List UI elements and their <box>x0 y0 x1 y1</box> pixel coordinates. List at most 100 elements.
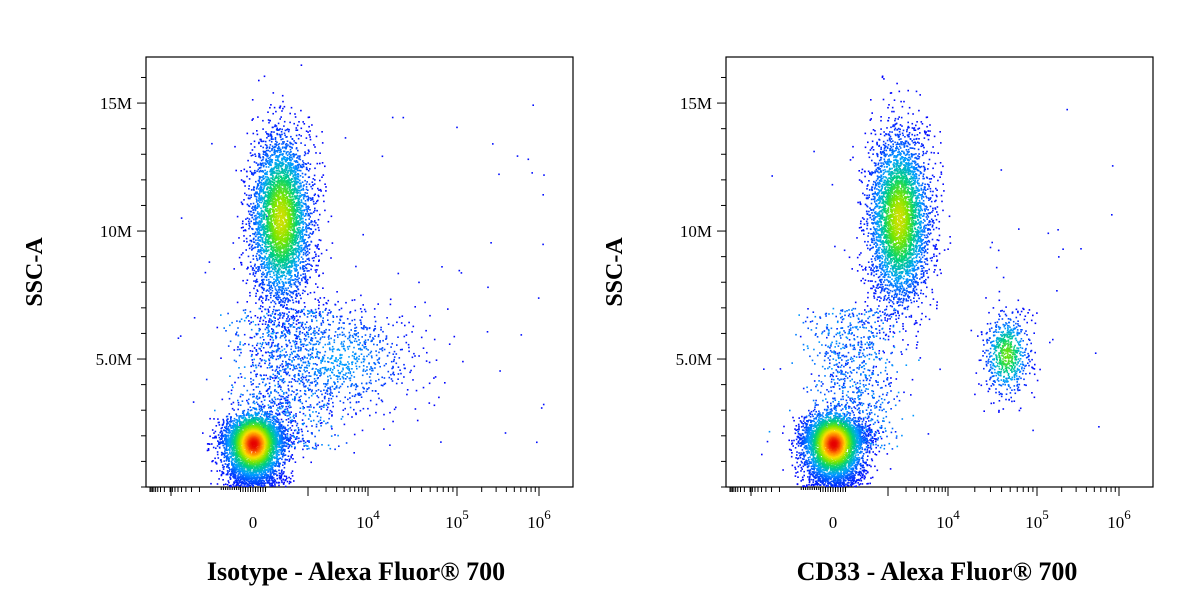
event-dot <box>344 397 346 399</box>
event-dot <box>230 485 232 487</box>
event-dot <box>269 386 271 388</box>
event-dot <box>291 107 293 109</box>
event-dot <box>237 346 239 348</box>
event-dot <box>309 248 311 250</box>
event-dot <box>360 322 362 324</box>
event-dot <box>324 210 326 212</box>
event-dot <box>269 140 271 142</box>
event-dot <box>289 300 291 302</box>
event-dot <box>242 252 244 254</box>
event-dot <box>334 335 336 337</box>
event-dot <box>286 478 288 480</box>
event-dot <box>254 265 256 267</box>
event-dot <box>309 252 311 254</box>
event-dot <box>275 111 277 113</box>
event-dot <box>209 261 211 263</box>
event-dot <box>498 174 500 176</box>
event-dot <box>322 162 324 164</box>
event-dot <box>447 308 449 310</box>
event-dot <box>312 181 314 183</box>
event-dot <box>361 316 363 318</box>
event-dot <box>250 322 252 324</box>
event-dot <box>227 313 229 315</box>
event-dot <box>260 366 262 368</box>
event-dot <box>288 477 290 479</box>
event-dot <box>392 117 394 119</box>
event-dot <box>241 264 243 266</box>
event-dot <box>289 330 291 332</box>
event-dot <box>378 393 380 395</box>
event-dot <box>355 266 357 268</box>
event-dot <box>249 218 251 220</box>
event-dot <box>289 375 291 377</box>
event-dot <box>316 364 318 366</box>
event-dot <box>249 178 251 180</box>
event-dot <box>307 270 309 272</box>
event-dot <box>250 485 252 487</box>
event-dot <box>255 172 257 174</box>
event-dot <box>361 311 363 313</box>
event-dot <box>314 195 316 197</box>
event-dot <box>403 364 405 366</box>
event-dot <box>288 421 290 423</box>
event-dot <box>438 397 440 399</box>
event-dot <box>261 484 263 486</box>
event-dot <box>270 485 272 487</box>
event-dot <box>283 354 285 356</box>
event-dot <box>260 283 262 285</box>
event-dot <box>317 188 319 190</box>
event-dot <box>227 472 229 474</box>
event-dot <box>255 302 257 304</box>
event-dot <box>391 361 393 363</box>
event-dot <box>216 462 218 464</box>
event-dot <box>367 408 369 410</box>
event-dot <box>392 366 394 368</box>
event-dot <box>194 317 196 319</box>
event-dot <box>238 377 240 379</box>
event-dot <box>242 221 244 223</box>
event-dot <box>275 313 277 315</box>
event-dot <box>257 317 259 319</box>
event-dot <box>209 418 211 420</box>
event-dot <box>271 328 273 330</box>
event-dot <box>292 299 294 301</box>
event-dot <box>307 294 309 296</box>
event-dot <box>253 133 255 135</box>
event-dot <box>263 153 265 155</box>
event-dot <box>274 485 276 487</box>
event-dot <box>245 309 247 311</box>
event-dot <box>310 233 312 235</box>
event-dot <box>340 316 342 318</box>
event-dot <box>281 134 283 136</box>
event-dot <box>370 400 372 402</box>
event-dot <box>251 241 253 243</box>
event-dot <box>247 160 249 162</box>
event-dot <box>233 409 235 411</box>
event-dot <box>262 302 264 304</box>
event-dot <box>281 363 283 365</box>
event-dot <box>316 210 318 212</box>
event-dot <box>220 459 222 461</box>
event-dot <box>258 299 260 301</box>
event-dot <box>250 143 252 145</box>
event-dot <box>242 204 244 206</box>
event-dot <box>252 383 254 385</box>
event-dot <box>250 372 252 374</box>
event-dot <box>309 134 311 136</box>
event-dot <box>317 244 319 246</box>
event-dot <box>252 267 254 269</box>
event-dot <box>254 264 256 266</box>
event-dot <box>244 193 246 195</box>
event-dot <box>268 480 270 482</box>
event-dot <box>251 337 253 339</box>
event-dot <box>256 170 258 172</box>
event-dot <box>276 359 278 361</box>
event-dot <box>222 399 224 401</box>
event-dot <box>213 432 215 434</box>
event-dot <box>285 486 287 488</box>
event-dot <box>429 315 431 317</box>
event-dot <box>250 378 252 380</box>
event-dot <box>287 327 289 329</box>
event-dot <box>317 224 319 226</box>
